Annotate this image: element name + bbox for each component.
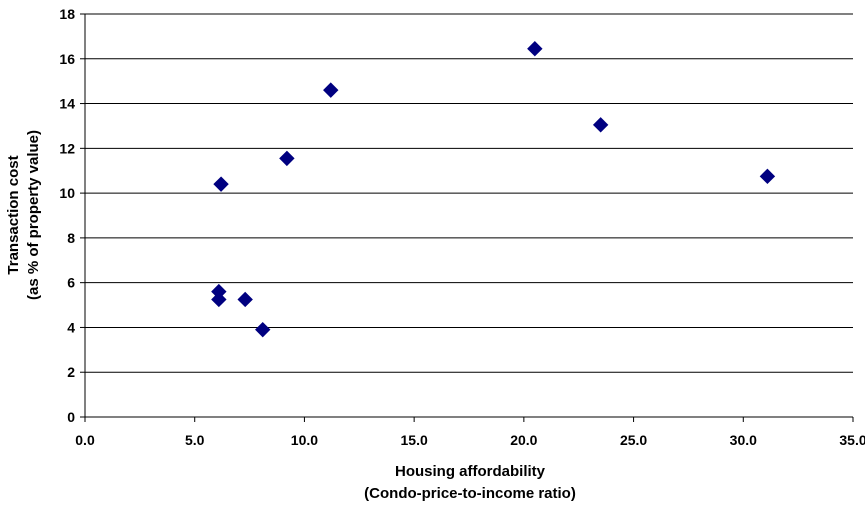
- x-tick-labels: 0.0 5.0 10.0 15.0 20.0 25.0 30.0 35.0: [75, 432, 865, 448]
- grid-lines: [85, 13, 853, 418]
- x-axis-label-line-2: (Condo-price-to-income ratio): [364, 485, 576, 502]
- y-tick-label: 10: [59, 185, 75, 201]
- data-point-diamond: [759, 168, 776, 185]
- x-tick-label: 0.0: [75, 432, 95, 448]
- axes: [80, 13, 854, 422]
- data-point-diamond: [237, 291, 253, 308]
- y-tick-label: 14: [59, 96, 75, 112]
- y-tick-label: 16: [59, 51, 75, 67]
- y-axis-label-line-1: Transaction cost: [5, 155, 22, 274]
- y-tick-label: 6: [67, 275, 75, 291]
- data-point-diamond: [279, 150, 295, 167]
- x-tick-label: 5.0: [185, 432, 205, 448]
- y-tick-labels: 0 2 4 6 8 10 12 14 16 18: [59, 6, 75, 425]
- x-axis-label-line-1: Housing affordability: [395, 463, 546, 480]
- data-point-diamond: [323, 82, 339, 98]
- x-tick-label: 35.0: [839, 432, 865, 448]
- data-point-diamond: [213, 176, 229, 192]
- y-tick-label: 0: [67, 409, 75, 425]
- data-point-diamond: [592, 117, 609, 133]
- y-axis-label-line-2: (as % of property value): [25, 130, 42, 300]
- x-tick-label: 10.0: [291, 432, 318, 448]
- y-tick-label: 8: [67, 230, 75, 246]
- data-point-diamond: [255, 321, 271, 338]
- x-tick-label: 25.0: [620, 432, 647, 448]
- y-tick-label: 2: [67, 364, 75, 380]
- x-tick-label: 15.0: [401, 432, 428, 448]
- data-point-diamond: [527, 40, 543, 57]
- x-tick-label: 20.0: [510, 432, 537, 448]
- y-tick-label: 18: [59, 6, 75, 22]
- y-tick-label: 4: [67, 319, 75, 335]
- y-tick-label: 12: [59, 140, 75, 156]
- data-points: [211, 40, 776, 338]
- data-point-diamond: [211, 291, 227, 308]
- x-tick-label: 30.0: [730, 432, 757, 448]
